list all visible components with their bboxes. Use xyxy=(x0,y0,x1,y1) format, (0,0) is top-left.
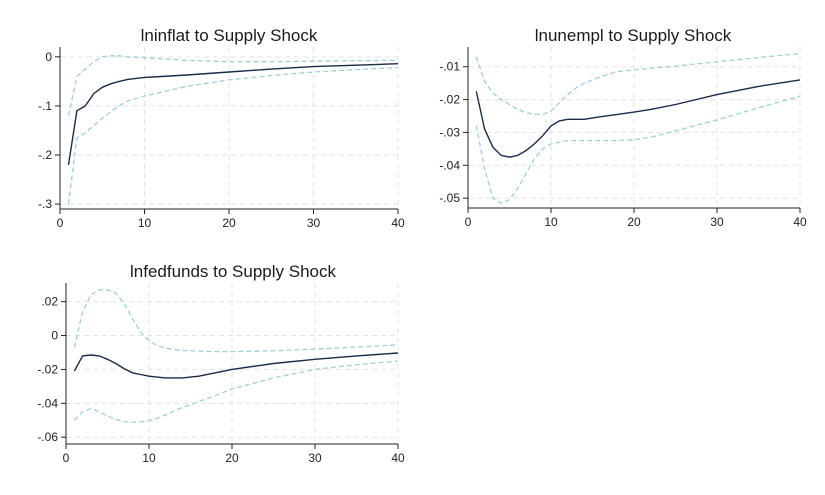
ci-lower-line xyxy=(73,360,399,423)
x-tick-label: 10 xyxy=(138,216,152,230)
x-tick-label: 10 xyxy=(544,215,558,229)
y-tick-label: -.05 xyxy=(439,191,460,205)
x-tick-label: 40 xyxy=(391,216,405,230)
ci-lower-line xyxy=(67,66,399,205)
x-tick-label: 30 xyxy=(710,215,724,229)
chart-title: lnfedfunds to Supply Shock xyxy=(130,262,337,281)
y-tick-label: -.04 xyxy=(37,396,58,410)
y-tick-label: -.04 xyxy=(439,158,460,172)
y-tick-label: -.06 xyxy=(37,430,58,444)
x-tick-label: 30 xyxy=(308,451,322,465)
irf-line xyxy=(67,63,399,165)
panel-lninflat: lninflat to Supply Shock 0 -.1 -.2 -.3 0 10 20… xyxy=(38,26,405,230)
ci-lower-line xyxy=(475,95,801,204)
chart-title: lnunempl to Supply Shock xyxy=(535,26,732,45)
ci-upper-line xyxy=(475,52,801,116)
irf-line xyxy=(73,352,399,379)
y-tick-label: -.01 xyxy=(439,60,460,74)
x-tick-label: 10 xyxy=(142,451,156,465)
x-tick-label: 30 xyxy=(307,216,321,230)
y-tick-label: .02 xyxy=(41,295,58,309)
chart-title: lninflat to Supply Shock xyxy=(141,26,318,45)
irf-line xyxy=(475,79,801,158)
x-tick-label: 0 xyxy=(63,451,70,465)
y-tick-label: -.2 xyxy=(38,148,52,162)
x-tick-label: 20 xyxy=(222,216,236,230)
panel-lnfedfunds: lnfedfunds to Supply Shock .02 0 -.02 -.04 -… xyxy=(37,262,405,465)
y-tick-label: -.02 xyxy=(37,362,58,376)
x-tick-label: 40 xyxy=(391,451,405,465)
ci-upper-line xyxy=(73,289,399,353)
y-tick-label: -.02 xyxy=(439,93,460,107)
x-tick-label: 20 xyxy=(627,215,641,229)
x-tick-label: 0 xyxy=(57,216,64,230)
ci-upper-line xyxy=(67,55,399,116)
y-tick-label: -.3 xyxy=(38,197,52,211)
y-tick-label: 0 xyxy=(45,50,52,64)
x-tick-label: 40 xyxy=(793,215,807,229)
x-tick-label: 0 xyxy=(465,215,472,229)
y-tick-label: -.1 xyxy=(38,99,52,113)
x-tick-label: 20 xyxy=(225,451,239,465)
y-tick-label: 0 xyxy=(51,329,58,343)
y-tick-label: -.03 xyxy=(439,125,460,139)
panel-lnunempl: lnunempl to Supply Shock -.01 -.02 -.03 -.0… xyxy=(439,26,807,229)
